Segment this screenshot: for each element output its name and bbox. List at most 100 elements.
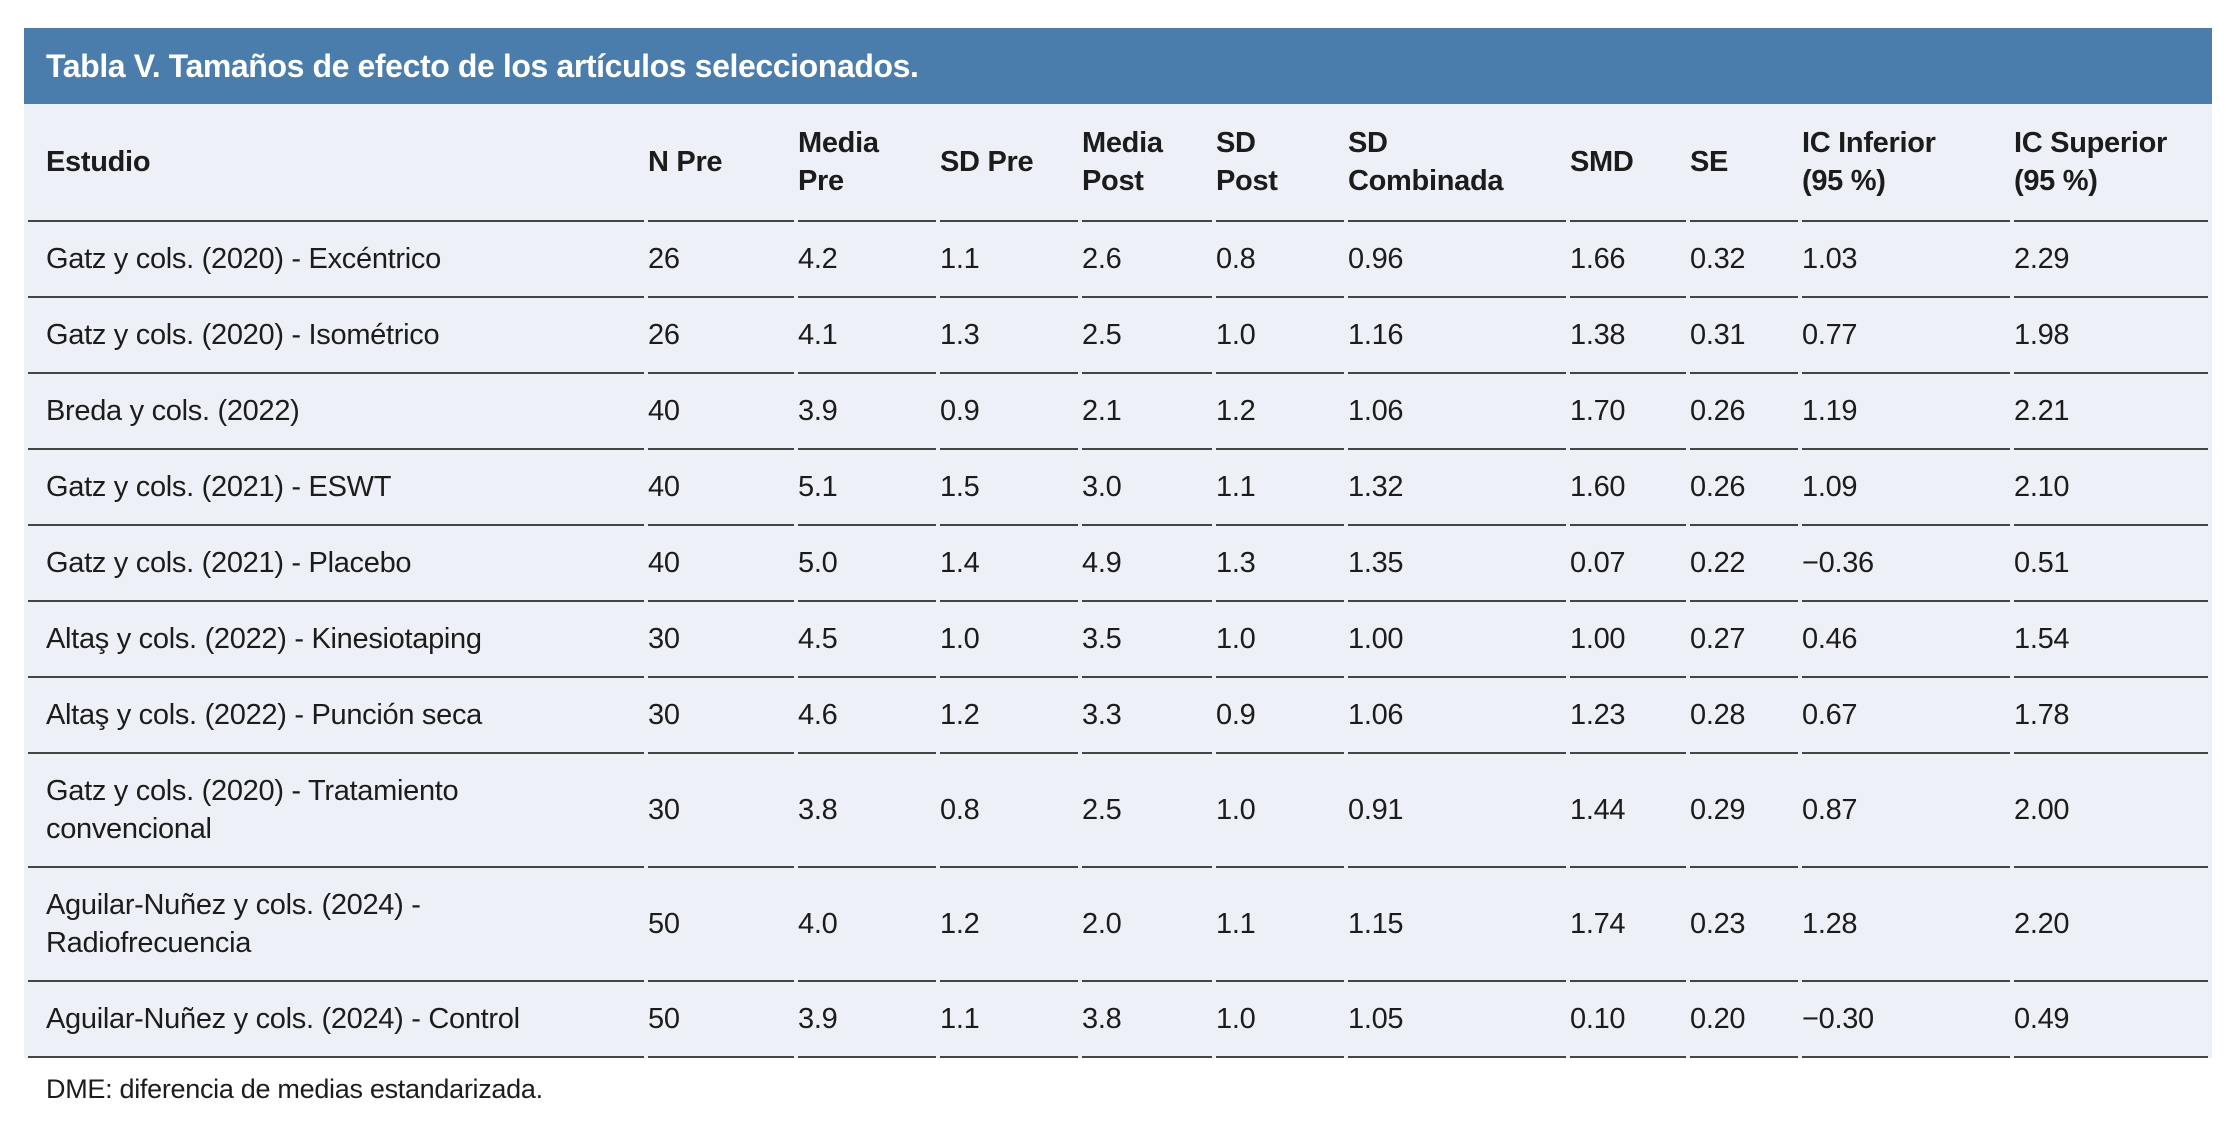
value-cell: 4.5: [798, 602, 936, 678]
table-container: Tabla V. Tamaños de efecto de los artícu…: [24, 28, 2212, 1106]
value-cell: 0.28: [1690, 678, 1798, 754]
value-cell: 1.78: [2014, 678, 2208, 754]
value-cell: 1.19: [1802, 374, 2010, 450]
value-cell: 3.8: [798, 754, 936, 868]
value-cell: 4.9: [1082, 526, 1212, 602]
table-row: Gatz y cols. (2020) - Excéntrico 26 4.2 1.1…: [28, 222, 2208, 298]
value-cell: −0.36: [1802, 526, 2010, 602]
column-header-media-post: Media Post: [1082, 104, 1212, 222]
value-cell: −0.30: [1802, 982, 2010, 1058]
value-cell: 1.3: [940, 298, 1078, 374]
table-row: Gatz y cols. (2021) - Placebo 40 5.0 1.4 4.9…: [28, 526, 2208, 602]
value-cell: 2.6: [1082, 222, 1212, 298]
column-header-estudio: Estudio: [28, 104, 644, 222]
value-cell: 0.9: [940, 374, 1078, 450]
value-cell: 2.0: [1082, 868, 1212, 982]
value-cell: 1.0: [1216, 982, 1344, 1058]
value-cell: 4.6: [798, 678, 936, 754]
value-cell: 0.27: [1690, 602, 1798, 678]
value-cell: 2.10: [2014, 450, 2208, 526]
header-row: Estudio N Pre Media Pre SD Pre Media Pos…: [28, 104, 2208, 222]
study-cell: Gatz y cols. (2020) - Excéntrico: [28, 222, 644, 298]
value-cell: 1.1: [1216, 868, 1344, 982]
value-cell: 0.26: [1690, 450, 1798, 526]
value-cell: 3.5: [1082, 602, 1212, 678]
value-cell: 0.87: [1802, 754, 2010, 868]
value-cell: 1.0: [940, 602, 1078, 678]
value-cell: 0.9: [1216, 678, 1344, 754]
effect-sizes-table: Estudio N Pre Media Pre SD Pre Media Pos…: [24, 104, 2212, 1058]
study-cell: Breda y cols. (2022): [28, 374, 644, 450]
value-cell: 1.00: [1348, 602, 1566, 678]
value-cell: 1.1: [940, 222, 1078, 298]
value-cell: 1.98: [2014, 298, 2208, 374]
value-cell: 1.54: [2014, 602, 2208, 678]
value-cell: 0.22: [1690, 526, 1798, 602]
value-cell: 1.23: [1570, 678, 1686, 754]
study-cell: Gatz y cols. (2021) - Placebo: [28, 526, 644, 602]
value-cell: 1.16: [1348, 298, 1566, 374]
value-cell: 1.06: [1348, 678, 1566, 754]
table-row: Aguilar-Nuñez y cols. (2024) - Radiofrec…: [28, 868, 2208, 982]
value-cell: 3.8: [1082, 982, 1212, 1058]
value-cell: 2.21: [2014, 374, 2208, 450]
value-cell: 0.32: [1690, 222, 1798, 298]
value-cell: 0.51: [2014, 526, 2208, 602]
value-cell: 1.70: [1570, 374, 1686, 450]
value-cell: 0.8: [940, 754, 1078, 868]
column-header-sd-post: SD Post: [1216, 104, 1344, 222]
value-cell: 4.0: [798, 868, 936, 982]
table-row: Altaş y cols. (2022) - Punción seca 30 4.6…: [28, 678, 2208, 754]
value-cell: 0.77: [1802, 298, 2010, 374]
value-cell: 2.20: [2014, 868, 2208, 982]
value-cell: 1.05: [1348, 982, 1566, 1058]
value-cell: 1.44: [1570, 754, 1686, 868]
value-cell: 1.4: [940, 526, 1078, 602]
value-cell: 3.0: [1082, 450, 1212, 526]
value-cell: 40: [648, 526, 794, 602]
column-header-sd-pre: SD Pre: [940, 104, 1078, 222]
value-cell: 26: [648, 298, 794, 374]
value-cell: 30: [648, 602, 794, 678]
study-cell: Altaş y cols. (2022) - Punción seca: [28, 678, 644, 754]
column-header-n-pre: N Pre: [648, 104, 794, 222]
value-cell: 1.09: [1802, 450, 2010, 526]
value-cell: 1.74: [1570, 868, 1686, 982]
study-cell: Gatz y cols. (2020) - Isométrico: [28, 298, 644, 374]
study-cell: Altaş y cols. (2022) - Kinesiotaping: [28, 602, 644, 678]
value-cell: 1.1: [1216, 450, 1344, 526]
table-row: Gatz y cols. (2021) - ESWT 40 5.1 1.5 3.0 1.1…: [28, 450, 2208, 526]
value-cell: 1.2: [940, 678, 1078, 754]
table-row: Altaş y cols. (2022) - Kinesiotaping 30 4.…: [28, 602, 2208, 678]
study-cell: Aguilar-Nuñez y cols. (2024) - Control: [28, 982, 644, 1058]
value-cell: 1.2: [940, 868, 1078, 982]
study-cell: Gatz y cols. (2020) - Tratamiento conven…: [28, 754, 644, 868]
value-cell: 50: [648, 982, 794, 1058]
table-footnote: DME: diferencia de medias estandarizada.: [46, 1074, 543, 1104]
value-cell: 3.3: [1082, 678, 1212, 754]
value-cell: 2.5: [1082, 754, 1212, 868]
value-cell: 2.29: [2014, 222, 2208, 298]
value-cell: 2.00: [2014, 754, 2208, 868]
value-cell: 0.8: [1216, 222, 1344, 298]
value-cell: 3.9: [798, 982, 936, 1058]
value-cell: 0.67: [1802, 678, 2010, 754]
table-row: Gatz y cols. (2020) - Tratamiento conven…: [28, 754, 2208, 868]
column-header-media-pre: Media Pre: [798, 104, 936, 222]
value-cell: 1.06: [1348, 374, 1566, 450]
value-cell: 1.60: [1570, 450, 1686, 526]
value-cell: 1.00: [1570, 602, 1686, 678]
value-cell: 1.2: [1216, 374, 1344, 450]
value-cell: 2.1: [1082, 374, 1212, 450]
study-cell: Gatz y cols. (2021) - ESWT: [28, 450, 644, 526]
study-cell: Aguilar-Nuñez y cols. (2024) - Radiofrec…: [28, 868, 644, 982]
value-cell: 0.49: [2014, 982, 2208, 1058]
value-cell: 0.07: [1570, 526, 1686, 602]
value-cell: 1.0: [1216, 298, 1344, 374]
value-cell: 1.0: [1216, 602, 1344, 678]
value-cell: 30: [648, 754, 794, 868]
value-cell: 0.10: [1570, 982, 1686, 1058]
value-cell: 5.1: [798, 450, 936, 526]
value-cell: 30: [648, 678, 794, 754]
